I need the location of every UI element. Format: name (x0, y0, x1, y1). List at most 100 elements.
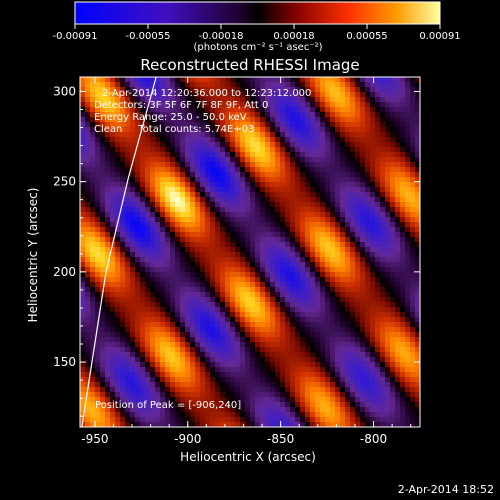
heatmap-cell (85, 267, 90, 272)
heatmap-cell (215, 207, 220, 212)
heatmap-cell (405, 367, 410, 372)
heatmap-cell (310, 127, 315, 132)
heatmap-cell (300, 222, 305, 227)
heatmap-cell (205, 122, 210, 127)
heatmap-cell (265, 302, 270, 307)
heatmap-cell (185, 397, 190, 402)
heatmap-cell (85, 237, 90, 242)
heatmap-cell (320, 192, 325, 197)
heatmap-cell (95, 382, 100, 387)
heatmap-cell (145, 387, 150, 392)
heatmap-cell (410, 342, 415, 347)
heatmap-cell (155, 172, 160, 177)
heatmap-cell (240, 292, 245, 297)
heatmap-cell (130, 77, 135, 82)
heatmap-cell (345, 87, 350, 92)
heatmap-cell (145, 357, 150, 362)
heatmap-cell (255, 227, 260, 232)
heatmap-cell (360, 132, 365, 137)
heatmap-cell (195, 102, 200, 107)
heatmap-cell (300, 247, 305, 252)
heatmap-cell (205, 307, 210, 312)
heatmap-cell (410, 347, 415, 352)
heatmap-cell (175, 382, 180, 387)
heatmap-cell (95, 347, 100, 352)
heatmap-cell (110, 372, 115, 377)
heatmap-cell (290, 102, 295, 107)
heatmap-cell (250, 287, 255, 292)
heatmap-cell (170, 177, 175, 182)
heatmap-cell (250, 387, 255, 392)
heatmap-cell (85, 102, 90, 107)
heatmap-cell (195, 227, 200, 232)
heatmap-cell (290, 232, 295, 237)
heatmap-cell (360, 387, 365, 392)
heatmap-cell (90, 382, 95, 387)
heatmap-cell (375, 232, 380, 237)
heatmap-cell (100, 92, 105, 97)
heatmap-cell (250, 302, 255, 307)
heatmap-cell (345, 242, 350, 247)
heatmap-cell (210, 412, 215, 417)
heatmap-cell (255, 282, 260, 287)
heatmap-cell (355, 197, 360, 202)
heatmap-cell (415, 77, 420, 82)
heatmap-cell (370, 142, 375, 147)
heatmap-cell (155, 187, 160, 192)
heatmap-cell (185, 202, 190, 207)
heatmap-cell (365, 187, 370, 192)
heatmap-cell (255, 367, 260, 372)
heatmap-cell (210, 207, 215, 212)
heatmap-cell (260, 402, 265, 407)
heatmap-cell (240, 302, 245, 307)
heatmap-cell (340, 337, 345, 342)
heatmap-cell (350, 337, 355, 342)
heatmap-cell (180, 227, 185, 232)
heatmap-cell (85, 317, 90, 322)
heatmap-cell (400, 82, 405, 87)
heatmap-cell (170, 217, 175, 222)
heatmap-cell (180, 257, 185, 262)
heatmap-cell (190, 307, 195, 312)
heatmap-cell (230, 147, 235, 152)
heatmap-cell (385, 127, 390, 132)
heatmap-cell (305, 192, 310, 197)
heatmap-cell (395, 327, 400, 332)
heatmap-cell (90, 392, 95, 397)
heatmap-cell (380, 152, 385, 157)
heatmap-cell (105, 397, 110, 402)
heatmap-cell (175, 267, 180, 272)
heatmap-cell (205, 317, 210, 322)
heatmap-cell (410, 137, 415, 142)
heatmap-cell (95, 202, 100, 207)
heatmap-cell (270, 142, 275, 147)
heatmap-cell (160, 257, 165, 262)
heatmap-cell (130, 402, 135, 407)
heatmap-cell (335, 152, 340, 157)
heatmap-cell (205, 157, 210, 162)
heatmap-cell (360, 142, 365, 147)
heatmap-cell (135, 282, 140, 287)
heatmap-cell (270, 327, 275, 332)
heatmap-cell (365, 402, 370, 407)
heatmap-cell (255, 402, 260, 407)
heatmap-cell (205, 387, 210, 392)
heatmap-cell (195, 367, 200, 372)
heatmap-cell (170, 337, 175, 342)
heatmap-cell (325, 337, 330, 342)
heatmap-cell (90, 137, 95, 142)
heatmap-cell (95, 332, 100, 337)
heatmap-cell (195, 162, 200, 167)
heatmap-cell (255, 142, 260, 147)
heatmap-cell (175, 337, 180, 342)
heatmap-cell (115, 397, 120, 402)
heatmap-cell (145, 322, 150, 327)
heatmap-cell (245, 187, 250, 192)
heatmap-cell (135, 112, 140, 117)
heatmap-cell (385, 372, 390, 377)
heatmap-cell (370, 392, 375, 397)
heatmap-cell (320, 417, 325, 422)
annotation-clean: Clean Total counts: 5.74E+03 (94, 124, 254, 135)
heatmap-cell (230, 167, 235, 172)
heatmap-cell (80, 192, 85, 197)
